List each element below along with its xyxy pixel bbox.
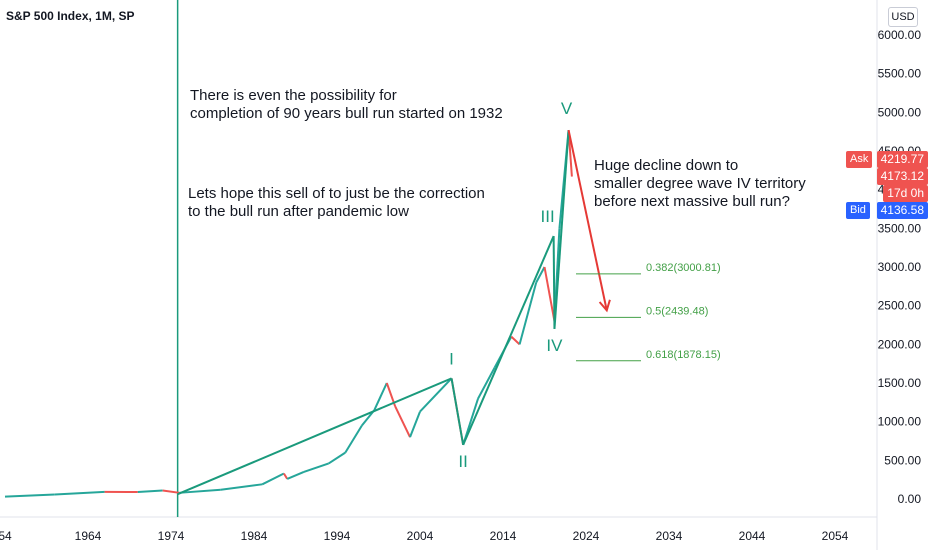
annotation-line: completion of 90 years bull run started … xyxy=(190,105,503,122)
x-tick-label: 2024 xyxy=(573,529,600,543)
price-segment xyxy=(394,405,411,438)
wave-label: V xyxy=(561,99,573,118)
price-segment xyxy=(409,411,421,438)
price-segment xyxy=(283,472,289,480)
wave-line xyxy=(552,236,556,329)
x-tick-label: 2014 xyxy=(490,529,517,543)
price-segment xyxy=(286,471,305,480)
wave-line xyxy=(462,235,555,446)
y-tick-label: 1500.00 xyxy=(878,376,922,390)
y-tick-label: 2000.00 xyxy=(878,337,922,351)
y-tick-label: 3000.00 xyxy=(878,260,922,274)
wave-label: II xyxy=(458,452,467,471)
price-segment xyxy=(543,266,556,322)
x-tick-label: 2004 xyxy=(407,529,434,543)
annotation-line: before next massive bull run? xyxy=(594,193,790,210)
fib-level-label: 0.382(3000.81) xyxy=(646,262,721,274)
price-segment xyxy=(261,472,285,486)
y-tick-label: 0.00 xyxy=(898,492,922,506)
price-segment xyxy=(303,462,330,473)
x-tick-label: 2034 xyxy=(656,529,683,543)
wave-line xyxy=(553,130,570,329)
x-tick-label: 54 xyxy=(0,529,12,543)
y-tick-label: 5500.00 xyxy=(878,67,922,81)
price-segment xyxy=(4,493,55,498)
price-segment xyxy=(419,377,453,413)
price-segment xyxy=(567,130,573,177)
annotation-correction[interactable]: Lets hope this sell of to just be the co… xyxy=(188,185,485,221)
price-segment xyxy=(518,282,538,345)
annotation-line: smaller degree wave IV territory xyxy=(594,175,806,192)
annotation-line: to the bull run after pandemic low xyxy=(188,203,409,220)
symbol-title[interactable]: S&P 500 Index, 1M, SP xyxy=(6,9,135,23)
price-segment xyxy=(54,490,105,496)
price-segment xyxy=(510,335,521,346)
annotation-line: Lets hope this sell of to just be the co… xyxy=(188,185,485,202)
fib-level-label: 0.618(1878.15) xyxy=(646,349,721,361)
fib-level-label: 0.5(2439.48) xyxy=(646,305,708,317)
ask-label: Ask xyxy=(846,151,873,168)
ask-price: 4219.77 xyxy=(876,151,928,168)
y-tick-label: 1000.00 xyxy=(878,415,922,429)
currency-badge[interactable]: USD xyxy=(888,7,918,27)
price-segment xyxy=(179,488,221,494)
annotation-line: There is even the possibility for xyxy=(190,87,397,104)
annotation-90-years[interactable]: There is even the possibility for comple… xyxy=(190,87,503,123)
x-tick-label: 1984 xyxy=(241,529,268,543)
y-tick-label: 3500.00 xyxy=(878,221,922,235)
y-tick-label: 6000.00 xyxy=(878,28,922,42)
y-tick-label: 2500.00 xyxy=(878,299,922,313)
price-segment xyxy=(137,489,163,494)
wave-label: IV xyxy=(546,336,563,355)
price-segment xyxy=(220,483,263,491)
x-tick-label: 2054 xyxy=(822,529,849,543)
wave-label: III xyxy=(541,207,555,226)
price-segment xyxy=(535,266,546,283)
price-segment xyxy=(477,367,496,399)
bar-countdown: 17d 0h xyxy=(883,185,928,202)
price-segment xyxy=(344,425,363,454)
bid-label: Bid xyxy=(846,202,870,219)
projection-arrow xyxy=(567,129,608,311)
x-tick-label: 1964 xyxy=(75,529,102,543)
annotation-decline[interactable]: Huge decline down to smaller degree wave… xyxy=(594,157,806,211)
wave-label: I xyxy=(449,349,454,368)
y-tick-label: 5000.00 xyxy=(878,105,922,119)
y-tick-label: 500.00 xyxy=(884,453,921,467)
last-price: 4173.12 xyxy=(876,168,928,185)
price-segment xyxy=(162,489,180,494)
wave-line xyxy=(177,377,452,496)
annotation-line: Huge decline down to xyxy=(594,157,739,174)
bid-price: 4136.58 xyxy=(876,202,928,219)
x-tick-label: 1994 xyxy=(324,529,351,543)
x-tick-label: 2044 xyxy=(739,529,766,543)
x-tick-label: 1974 xyxy=(158,529,185,543)
price-segment xyxy=(373,382,388,411)
wave-line xyxy=(450,378,465,446)
projection-arrowhead xyxy=(598,299,611,313)
price-segment xyxy=(328,451,346,465)
